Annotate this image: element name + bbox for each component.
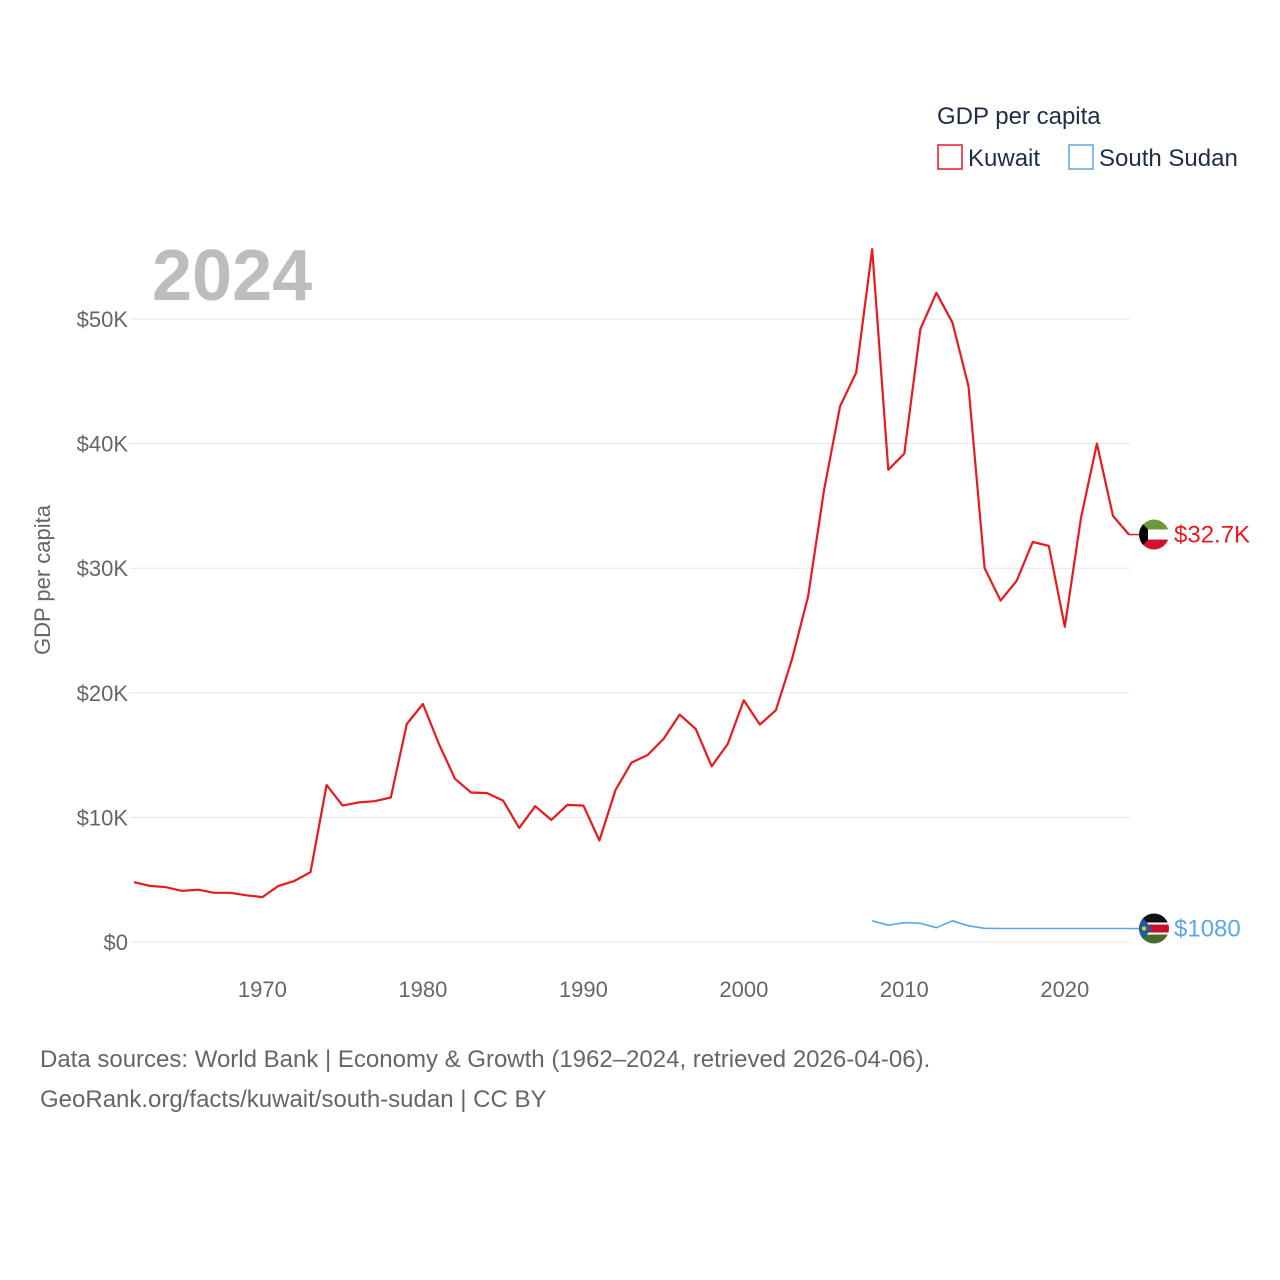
legend-item-south-sudan[interactable]: South Sudan <box>1068 144 1238 172</box>
x-tick-label: 2010 <box>880 977 929 1002</box>
end-label-south-sudan: $1080 <box>1174 916 1241 943</box>
series-end-markers: $32.7K $1080 <box>1129 519 1250 944</box>
x-tick-label: 1970 <box>238 977 287 1002</box>
legend-title: GDP per capita <box>937 103 1101 130</box>
y-tick-label: $10K <box>77 805 129 830</box>
y-tick-label: $40K <box>77 432 129 457</box>
y-axis-title: GDP per capita <box>30 504 55 655</box>
legend-swatch-kuwait <box>937 144 963 170</box>
y-tick-label: $50K <box>77 307 129 332</box>
y-axis: $0 $10K $20K $30K $40K $50K <box>77 307 129 955</box>
x-tick-label: 2020 <box>1040 977 1089 1002</box>
legend-label-kuwait: Kuwait <box>968 145 1040 172</box>
legend: GDP per capita Kuwait South Sudan <box>937 103 1238 172</box>
x-tick-label: 2000 <box>719 977 768 1002</box>
legend-item-kuwait[interactable]: Kuwait <box>937 144 1040 172</box>
grid <box>130 318 1130 943</box>
source-line-1: Data sources: World Bank | Economy & Gro… <box>40 1046 931 1073</box>
legend-swatch-south-sudan <box>1068 144 1094 170</box>
source-note: Data sources: World Bank | Economy & Gro… <box>40 1040 1240 1120</box>
y-tick-label: $0 <box>104 930 128 955</box>
series-lines <box>133 248 1130 930</box>
source-line-2[interactable]: GeoRank.org/facts/kuwait/south-sudan | C… <box>40 1086 547 1113</box>
x-axis: 1970 1980 1990 2000 2010 2020 <box>238 977 1089 1002</box>
y-tick-label: $30K <box>77 556 129 581</box>
end-label-kuwait: $32.7K <box>1174 522 1250 549</box>
chart: $0 $10K $20K $30K $40K $50K 1970 1980 1990 2000 2… <box>30 103 1250 1002</box>
series-line-south-sudan <box>871 919 1129 930</box>
year-label: 2024 <box>152 236 312 316</box>
kuwait-flag-icon <box>1139 519 1169 550</box>
y-tick-label: $20K <box>77 681 129 706</box>
x-tick-label: 1990 <box>559 977 608 1002</box>
series-line-kuwait <box>133 248 1130 899</box>
south-sudan-flag-icon <box>1139 913 1169 944</box>
legend-label-south-sudan: South Sudan <box>1099 145 1238 172</box>
x-tick-label: 1980 <box>398 977 447 1002</box>
